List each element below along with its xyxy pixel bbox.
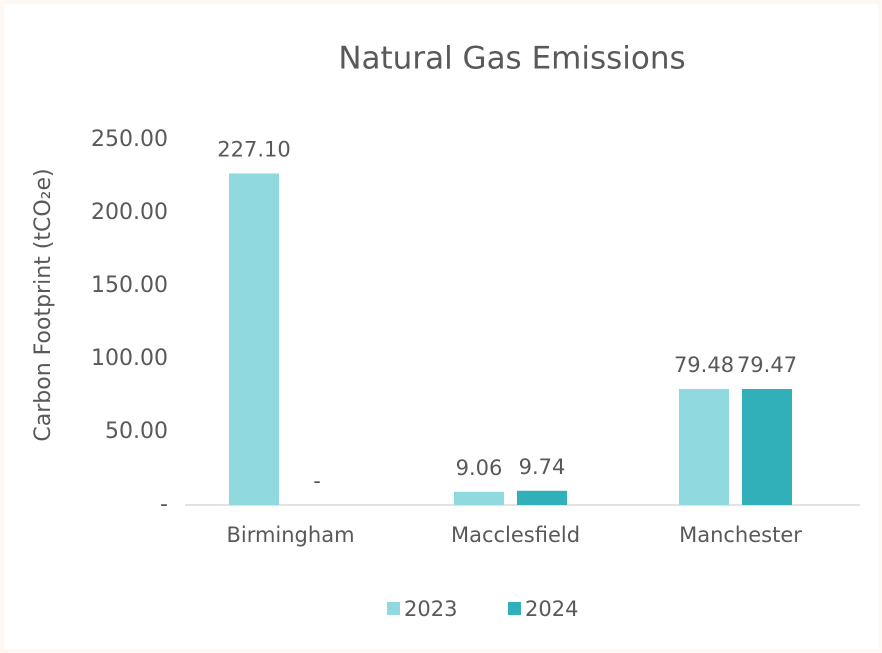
- bar: [517, 490, 567, 505]
- y-tick-label: 200.00: [91, 200, 168, 225]
- x-tick-label: Manchester: [679, 523, 802, 547]
- bar: [742, 388, 792, 505]
- y-tick-label: -: [160, 492, 168, 517]
- x-tick-label: Birmingham: [226, 523, 354, 547]
- y-tick-label: 250.00: [91, 127, 168, 152]
- legend-swatch: [508, 602, 521, 615]
- legend-label: 2024: [525, 597, 578, 621]
- data-label: 79.47: [737, 353, 797, 377]
- y-tick-label: 150.00: [91, 273, 168, 298]
- data-label: -: [313, 469, 321, 493]
- data-label: 227.10: [217, 137, 290, 161]
- y-tick-label: 100.00: [91, 346, 168, 371]
- chart-title: Natural Gas Emissions: [338, 41, 685, 77]
- bar: [454, 491, 504, 505]
- data-label: 9.06: [456, 456, 503, 480]
- bar: [679, 388, 729, 505]
- legend-label: 2023: [404, 597, 457, 621]
- data-label: 79.48: [674, 353, 734, 377]
- y-axis-label: Carbon Footprint (tCO₂e): [31, 168, 56, 441]
- data-label: 9.74: [519, 455, 566, 479]
- bar: [229, 173, 279, 505]
- y-tick-label: 50.00: [105, 419, 168, 444]
- legend-swatch: [387, 602, 400, 615]
- x-tick-label: Macclesfield: [451, 523, 580, 547]
- chart-area: [4, 4, 878, 649]
